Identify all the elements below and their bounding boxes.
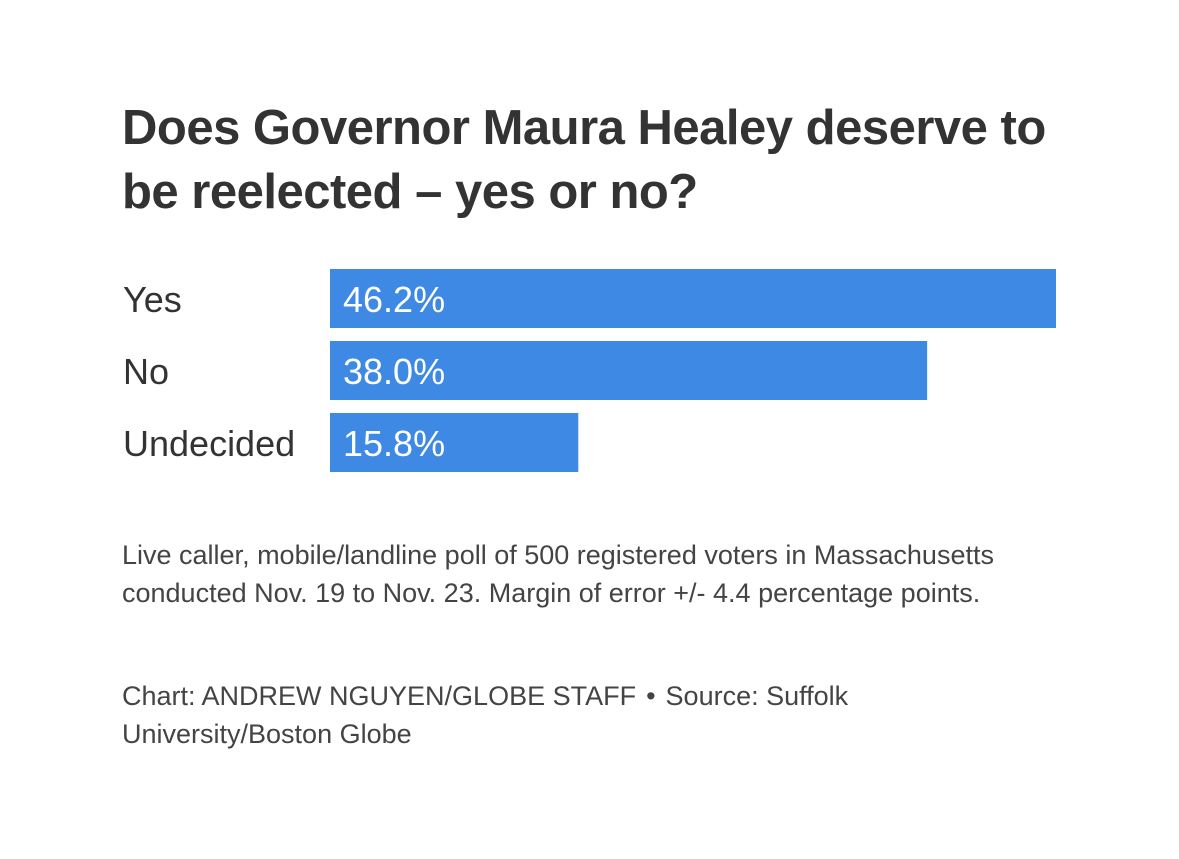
value-label-yes: 46.2%: [343, 279, 445, 320]
bar-undecided: [330, 413, 579, 472]
source-credit: Source: Suffolk University/Boston Globe: [122, 681, 849, 749]
bar-no: [330, 341, 928, 400]
value-label-no: 38.0%: [343, 351, 445, 392]
credit-separator: •: [646, 681, 656, 711]
bar-yes: [330, 269, 1056, 328]
category-label-yes: Yes: [123, 279, 182, 320]
credit-line: Chart: ANDREW NGUYEN/GLOBE STAFF • Source:…: [122, 677, 1022, 753]
chart-credit: Chart: ANDREW NGUYEN/GLOBE STAFF: [122, 681, 637, 711]
methodology-note: Live caller, mobile/landline poll of 500…: [122, 540, 994, 608]
category-label-undecided: Undecided: [123, 423, 295, 464]
category-label-no: No: [123, 351, 169, 392]
value-label-undecided: 15.8%: [343, 423, 445, 464]
chart-title: Does Governor Maura Healey deserve to be…: [122, 101, 1046, 219]
